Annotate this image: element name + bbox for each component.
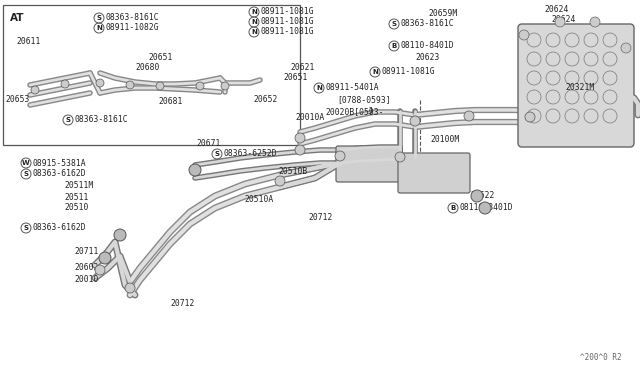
Text: 08363-6252D: 08363-6252D — [223, 150, 277, 158]
Circle shape — [479, 202, 491, 214]
Circle shape — [621, 43, 631, 53]
Text: 20624: 20624 — [551, 16, 575, 25]
Text: 08363-6162D: 08363-6162D — [33, 224, 86, 232]
Text: S: S — [65, 117, 70, 123]
Circle shape — [61, 80, 69, 88]
Text: 20652: 20652 — [253, 96, 277, 105]
Text: 20020B[0593-: 20020B[0593- — [325, 108, 383, 116]
Text: S: S — [97, 15, 102, 21]
Text: 08911-1082G: 08911-1082G — [106, 23, 159, 32]
Text: B: B — [451, 205, 456, 211]
Text: 20622: 20622 — [470, 192, 494, 201]
Text: 08363-8161C: 08363-8161C — [401, 19, 454, 29]
Circle shape — [295, 133, 305, 143]
Text: 20671: 20671 — [196, 140, 220, 148]
Text: [0788-0593]: [0788-0593] — [337, 96, 390, 105]
Text: 08915-5381A: 08915-5381A — [33, 158, 86, 167]
Text: 20511: 20511 — [64, 192, 88, 202]
Circle shape — [395, 152, 405, 162]
Text: 20712: 20712 — [170, 299, 195, 308]
Text: 20510A: 20510A — [244, 196, 273, 205]
Text: N: N — [372, 69, 378, 75]
Text: 20624: 20624 — [544, 6, 568, 15]
Text: B: B — [392, 43, 397, 49]
Text: 08363-8161C: 08363-8161C — [74, 115, 128, 125]
Text: ^200^0 R2: ^200^0 R2 — [580, 353, 621, 362]
Text: 20711: 20711 — [74, 247, 99, 257]
Circle shape — [335, 151, 345, 161]
Text: S: S — [392, 21, 397, 27]
FancyBboxPatch shape — [518, 24, 634, 147]
Text: 08110-8401D: 08110-8401D — [401, 42, 454, 51]
Text: N: N — [251, 19, 257, 25]
Circle shape — [525, 112, 535, 122]
FancyBboxPatch shape — [398, 153, 470, 193]
Circle shape — [114, 229, 126, 241]
Text: 20681: 20681 — [158, 97, 182, 106]
Circle shape — [125, 283, 135, 293]
Text: 20712: 20712 — [308, 214, 332, 222]
Circle shape — [189, 164, 201, 176]
Text: 08363-8161C: 08363-8161C — [106, 13, 159, 22]
Text: W: W — [22, 160, 30, 166]
FancyBboxPatch shape — [336, 146, 402, 182]
Text: 20659M: 20659M — [428, 10, 457, 19]
Circle shape — [99, 252, 111, 264]
Text: AT: AT — [10, 13, 24, 23]
Circle shape — [464, 111, 474, 121]
Text: 08911-1081G: 08911-1081G — [260, 28, 314, 36]
Text: 20651: 20651 — [283, 74, 307, 83]
Text: 08911-1081G: 08911-1081G — [260, 17, 314, 26]
Text: 20010A: 20010A — [295, 113, 324, 122]
Text: 20651: 20651 — [148, 54, 172, 62]
Circle shape — [555, 17, 565, 27]
Text: 20680: 20680 — [135, 64, 159, 73]
Text: N: N — [316, 85, 322, 91]
Circle shape — [96, 79, 104, 87]
Text: J: J — [368, 108, 373, 116]
Text: 20510: 20510 — [64, 203, 88, 212]
Text: 20100M: 20100M — [430, 135, 460, 144]
Circle shape — [471, 190, 483, 202]
Text: 20611: 20611 — [16, 38, 40, 46]
Circle shape — [519, 30, 529, 40]
Circle shape — [590, 17, 600, 27]
Circle shape — [156, 82, 164, 90]
Circle shape — [31, 86, 39, 94]
Text: 20511M: 20511M — [64, 182, 93, 190]
Circle shape — [410, 116, 420, 126]
Circle shape — [221, 82, 229, 90]
Text: N: N — [251, 9, 257, 15]
Text: 20623: 20623 — [415, 54, 440, 62]
Text: 20010: 20010 — [74, 276, 99, 285]
Text: 08911-1081G: 08911-1081G — [260, 7, 314, 16]
Text: 20510B: 20510B — [278, 167, 307, 176]
Text: 20602: 20602 — [74, 263, 99, 273]
Text: 08911-5401A: 08911-5401A — [326, 83, 379, 93]
Text: 08363-6162D: 08363-6162D — [33, 170, 86, 179]
Text: 08911-1081G: 08911-1081G — [381, 67, 435, 77]
Text: N: N — [251, 29, 257, 35]
Circle shape — [126, 81, 134, 89]
Text: S: S — [24, 171, 29, 177]
Text: 20621: 20621 — [290, 64, 314, 73]
Text: 20653: 20653 — [5, 96, 29, 105]
Text: 08110-8401D: 08110-8401D — [460, 203, 513, 212]
Text: N: N — [96, 25, 102, 31]
Bar — [3, 5, 300, 145]
Text: S: S — [214, 151, 220, 157]
Circle shape — [95, 265, 105, 275]
Circle shape — [295, 145, 305, 155]
Circle shape — [196, 82, 204, 90]
Circle shape — [275, 176, 285, 186]
Text: S: S — [24, 225, 29, 231]
Text: 20321M: 20321M — [565, 83, 595, 93]
